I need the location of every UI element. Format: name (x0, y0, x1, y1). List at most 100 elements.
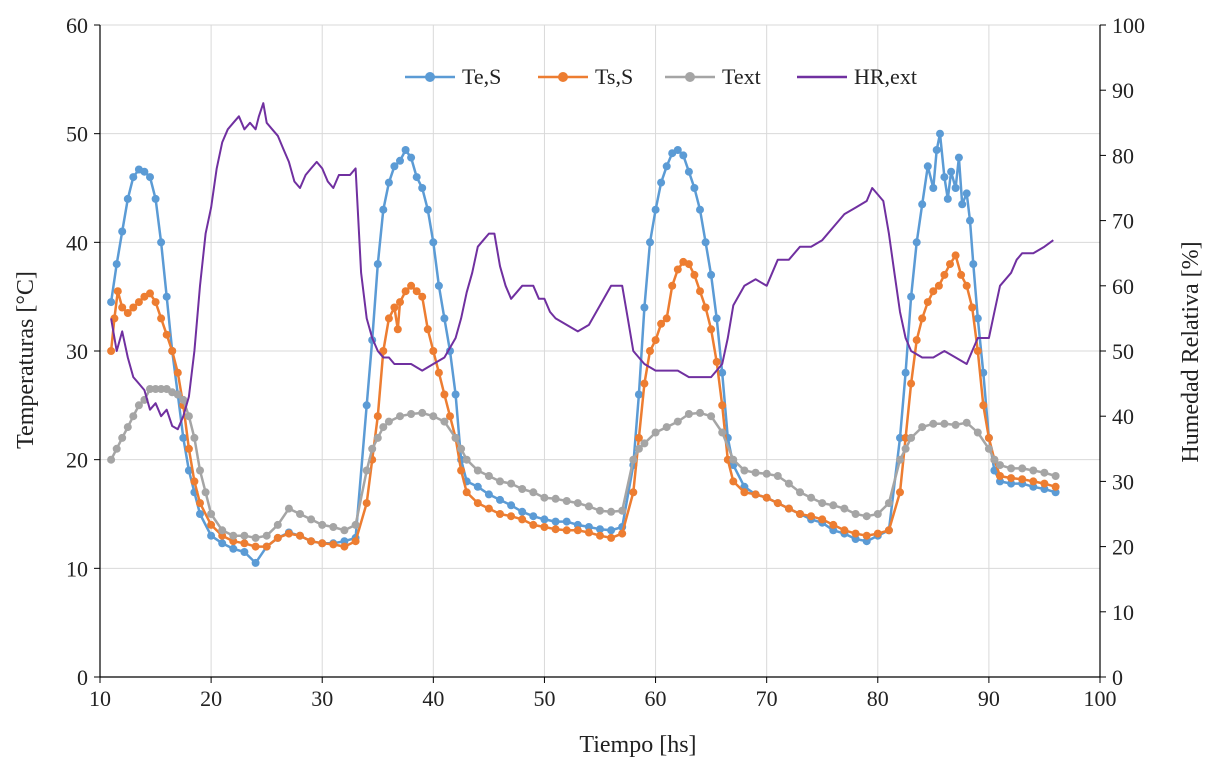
data-point (129, 412, 138, 421)
data-point (657, 178, 666, 187)
data-point (318, 520, 327, 529)
data-point (912, 336, 921, 345)
data-point (473, 482, 482, 491)
y-tick-label: 40 (66, 230, 88, 255)
data-point (718, 368, 727, 377)
data-point (996, 472, 1004, 480)
data-point (966, 216, 974, 225)
data-point (318, 539, 327, 548)
y2-tick-label: 100 (1112, 13, 1145, 38)
data-point (484, 490, 493, 499)
data-point (396, 298, 404, 307)
data-point (918, 200, 927, 209)
data-point (896, 488, 904, 497)
data-point (296, 531, 304, 540)
data-point (418, 408, 427, 417)
data-point (118, 227, 127, 236)
data-point (712, 357, 721, 366)
data-point (962, 281, 971, 290)
data-point (551, 525, 560, 534)
legend-label: Ts,S (595, 64, 633, 89)
data-point (107, 455, 116, 464)
data-point (262, 542, 271, 551)
data-point (751, 468, 760, 477)
data-point (407, 153, 416, 162)
data-point (307, 537, 316, 546)
data-point (168, 347, 177, 355)
data-point (340, 526, 349, 535)
series-group (107, 102, 1060, 567)
data-point (932, 146, 941, 154)
data-point (146, 385, 154, 393)
data-point (684, 167, 693, 176)
data-point (418, 292, 427, 301)
data-point (207, 520, 216, 529)
data-point (958, 200, 967, 209)
data-point (962, 189, 971, 198)
data-point (529, 520, 538, 529)
data-point (173, 368, 182, 377)
data-point (218, 539, 227, 548)
data-point (229, 537, 238, 546)
data-point (984, 433, 993, 442)
data-point (129, 173, 138, 182)
data-point (673, 265, 682, 274)
data-point (618, 529, 627, 538)
data-point (946, 260, 954, 269)
data-point (429, 412, 438, 421)
data-point (873, 510, 882, 518)
data-point (907, 292, 916, 301)
data-point (1029, 466, 1038, 475)
data-point (584, 528, 593, 537)
data-point (901, 368, 910, 377)
tick-labels: 10 20 30 40 50 60 70 80 90 1000102030405060010203… (66, 13, 1145, 711)
data-point (862, 512, 871, 521)
data-point (984, 444, 993, 453)
data-point (379, 347, 388, 355)
data-point (896, 433, 904, 442)
data-point (1051, 472, 1060, 480)
data-point (162, 330, 171, 339)
y2-tick-label: 20 (1112, 535, 1134, 560)
data-point (462, 455, 471, 464)
y2-tick-label: 50 (1112, 339, 1134, 364)
data-point (634, 433, 643, 442)
data-point (440, 314, 449, 323)
data-point (662, 314, 671, 323)
data-point (634, 444, 643, 453)
data-point (123, 194, 132, 203)
data-point (646, 347, 654, 355)
data-point (401, 146, 410, 154)
data-point (179, 395, 188, 404)
y2-tick-label: 10 (1112, 600, 1134, 625)
data-point (862, 531, 871, 540)
legend-marker (558, 72, 568, 82)
data-point (190, 477, 199, 486)
data-point (418, 184, 427, 192)
data-point (762, 493, 771, 502)
data-point (529, 512, 538, 521)
data-point (969, 260, 978, 269)
data-point (584, 502, 593, 511)
data-point (462, 488, 471, 497)
data-point (751, 490, 760, 499)
data-point (190, 433, 199, 442)
data-point (740, 466, 749, 475)
data-point (862, 537, 871, 546)
data-point (640, 303, 649, 312)
data-point (151, 385, 160, 393)
data-point (112, 260, 121, 269)
data-point (596, 531, 604, 540)
data-point (412, 287, 421, 296)
data-point (207, 510, 216, 518)
data-point (662, 162, 671, 171)
data-point (629, 488, 638, 497)
data-point (973, 347, 982, 355)
data-point (507, 512, 516, 521)
data-point (618, 506, 627, 515)
data-point (668, 281, 677, 290)
data-point (123, 309, 132, 317)
data-point (1040, 468, 1049, 477)
data-point (640, 379, 649, 388)
data-point (679, 151, 688, 160)
